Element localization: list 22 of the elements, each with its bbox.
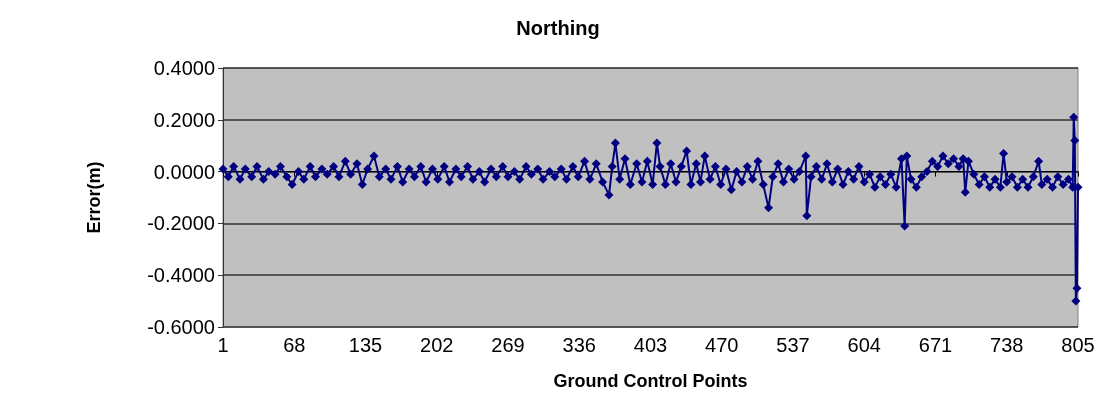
x-tick-label: 68	[283, 334, 306, 356]
x-tick-label: 738	[990, 334, 1024, 356]
x-tick-label: 202	[420, 334, 454, 356]
x-tick-label: 470	[705, 334, 739, 356]
x-tick-label: 403	[633, 334, 668, 356]
x-tick-label: 805	[1061, 334, 1095, 356]
x-tick-label: 269	[491, 334, 525, 356]
x-tick-label: 537	[776, 334, 810, 356]
y-tick-label: 0.4000	[153, 57, 215, 79]
y-tick-label: -0.6000	[147, 316, 215, 338]
x-tick-label: 671	[918, 334, 953, 356]
x-tick-label: 1	[217, 334, 229, 356]
y-tick-label: -0.4000	[147, 264, 215, 287]
x-tick-label: 604	[847, 334, 881, 356]
x-tick-label: 135	[348, 334, 383, 356]
y-axis-title: Error(m)	[84, 161, 104, 234]
x-axis-title: Ground Control Points	[553, 371, 748, 391]
y-tick-label: 0.2000	[153, 108, 215, 131]
y-tick-label: -0.2000	[147, 212, 215, 235]
chart-title: Northing	[516, 17, 600, 39]
x-tick-label: 336	[562, 334, 596, 356]
y-tick-label: 0.0000	[153, 160, 215, 183]
